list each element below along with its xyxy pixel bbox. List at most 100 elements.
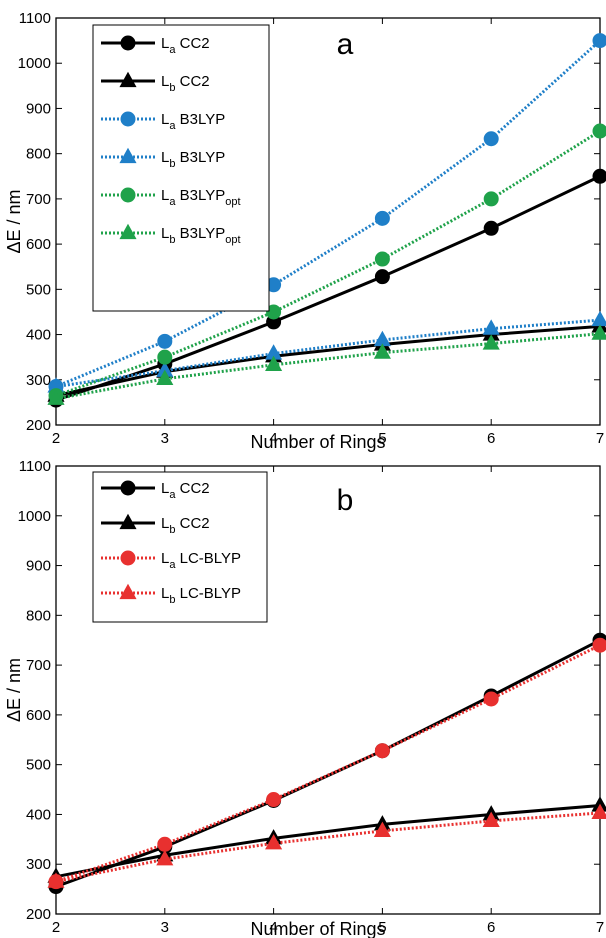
chart-panel-a: 2 3 4 5 6 7 200 300 400 500 600 700 800 900 1000 1100 Nu… [4,10,606,452]
series-2 [48,33,606,395]
legend: La CC2 Lb CC2 La LC-BLYP Lb LC-BLYP [92,471,268,623]
y-tick-label: 600 [26,707,51,724]
x-tick-label: 2 [52,430,60,447]
data-point [374,251,390,267]
panel-label: b [337,484,354,517]
series-line [55,318,601,389]
data-point [483,691,499,707]
data-point [483,131,499,147]
series-3 [47,803,606,888]
legend-entry-label: La CC2 [161,480,210,501]
data-point [592,168,606,184]
data-point [482,811,500,828]
chart-panel-b: 2 3 4 5 6 7 200 300 400 500 600 700 800 900 1000 1100 Nu… [4,458,606,938]
legend-marker [119,147,137,164]
series-1 [47,317,606,402]
x-axis-label: Number of Rings [250,919,385,938]
data-point [482,319,500,335]
data-point [592,33,606,49]
x-tick-label: 6 [487,430,495,447]
data-point [47,389,65,405]
series-line [55,129,601,398]
data-point [157,349,173,365]
data-point [483,191,499,207]
y-tick-label: 700 [26,191,51,208]
y-axis-label: ΔE / nm [4,658,24,722]
y-tick-label: 800 [26,607,51,624]
x-tick-label: 3 [161,919,169,936]
y-tick-label: 900 [26,558,51,575]
legend-entry-label: Lb CC2 [161,73,210,94]
legend-entry-label: Lb LC-BLYP [161,585,241,606]
data-point [156,369,174,385]
series-line [55,39,602,388]
x-tick-label: 3 [161,430,169,447]
data-point [591,324,606,340]
legend-entry-label: La B3LYPopt [161,187,241,208]
series-line [55,803,601,879]
x-tick-label: 4 [269,430,277,447]
series-4 [48,123,606,404]
series-line [55,174,601,402]
legend-box [92,24,270,312]
y-tick-label: 300 [26,372,51,389]
data-point [483,220,499,236]
y-tick-label: 700 [26,657,51,674]
legend-marker [120,111,136,127]
data-point [592,637,606,653]
legend-entry-label: La B3LYP [161,111,225,132]
data-point [265,834,283,850]
y-axis-label: ΔE / nm [4,189,24,253]
y-tick-label: 600 [26,236,51,253]
data-point [374,269,390,285]
data-point [591,310,606,327]
x-tick-label: 5 [378,919,386,936]
x-tick-label: 4 [269,919,277,936]
legend-marker [119,583,137,600]
y-tick-label: 1100 [19,10,51,27]
data-point [156,849,174,866]
y-tick-label: 900 [26,100,51,117]
data-point [157,836,173,852]
y-tick-label: 300 [26,856,51,873]
series-3 [47,310,606,393]
legend-entry-label: La CC2 [161,35,210,56]
legend-entry-label: Lb CC2 [161,515,210,536]
legend: La CC2 Lb CC2 La B3LYP Lb B3LYP La B3LYPopt L… [92,24,270,312]
legend-entry-label: Lb B3LYPopt [161,225,241,246]
data-point [157,333,173,349]
y-tick-label: 500 [26,281,51,298]
plot-area-frame [55,17,601,426]
x-tick-label: 7 [596,430,604,447]
data-point [266,792,282,808]
x-tick-label: 7 [596,919,604,936]
data-point [373,821,391,837]
data-point [482,334,500,350]
y-tick-label: 400 [26,806,51,823]
legend-marker [120,187,136,203]
y-tick-label: 1000 [18,55,51,72]
y-tick-label: 200 [26,417,51,434]
data-point [265,355,283,371]
y-tick-label: 800 [26,146,51,163]
series-line [55,332,601,401]
series-1 [47,796,606,883]
legend-marker [119,513,137,530]
data-point [591,803,606,820]
plot-area-frame [55,465,601,915]
y-tick-label: 400 [26,327,51,344]
legend-marker [120,550,136,566]
x-tick-label: 5 [378,430,386,447]
data-point [373,343,391,359]
y-tick-label: 1000 [18,508,51,525]
legend-marker [120,35,136,51]
series-2 [48,637,606,890]
y-tick-label: 1100 [19,458,51,475]
legend-marker [120,480,136,496]
series-line [55,643,601,884]
legend-entry-label: La LC-BLYP [161,550,241,571]
data-point [374,210,390,226]
legend-entry-label: Lb B3LYP [161,149,225,170]
series-line [55,324,601,398]
